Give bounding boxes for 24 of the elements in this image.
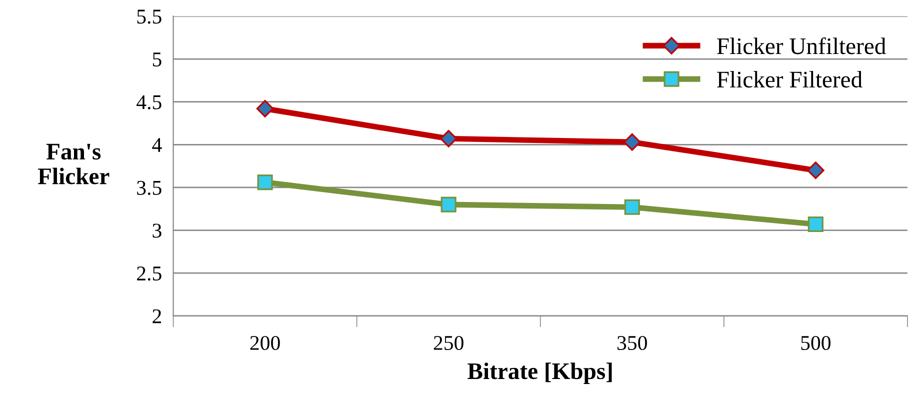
point [256, 100, 274, 118]
legend-label: Flicker Filtered [717, 70, 862, 88]
point [624, 199, 640, 215]
legend-label: Flicker Unfiltered [717, 37, 886, 54]
y-tick-label: 3 [152, 224, 162, 238]
y-tick-label: 2 [152, 309, 162, 324]
point [623, 133, 641, 151]
point [440, 196, 456, 212]
y-tick-label: 2.5 [137, 266, 162, 281]
y-tick-label: 3.5 [137, 180, 162, 195]
y-tick-label: 5 [152, 52, 162, 66]
x-tick-label: 200 [250, 336, 280, 350]
y-axis-title: Fan's Flicker [38, 144, 110, 184]
x-tick-label: 500 [801, 336, 830, 350]
point [806, 162, 824, 180]
point [257, 174, 273, 190]
x-axis-title: Bitrate [Kbps] [468, 362, 612, 384]
y-tick-label: 4.5 [136, 95, 162, 110]
y-tick-label: 5.5 [137, 10, 162, 24]
point [440, 130, 458, 148]
y-tick-label: 4 [152, 138, 162, 152]
point [808, 216, 824, 232]
x-tick-label: 350 [618, 336, 647, 350]
x-tick-label: 250 [434, 336, 464, 350]
